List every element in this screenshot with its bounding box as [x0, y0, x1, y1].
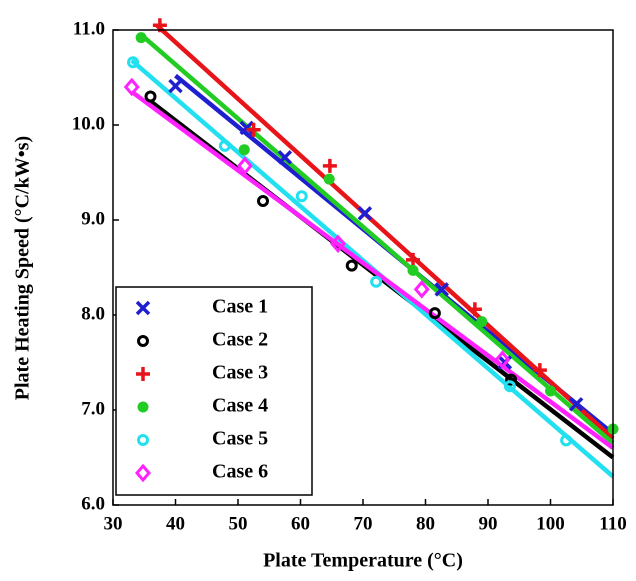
- legend: Case 1 Case 2 Case 3 Case 4 Case 5 Case 6: [115, 286, 313, 496]
- point: [257, 195, 269, 207]
- x-tick-label: 100: [536, 513, 565, 534]
- point: [434, 282, 449, 297]
- legend-box: [115, 286, 313, 496]
- y-tick-label: 11.0: [73, 18, 105, 39]
- x-axis-label: Plate Temperature (°C): [263, 550, 463, 572]
- legend-label: Case 4: [212, 395, 268, 417]
- point: [428, 307, 441, 320]
- point: [503, 380, 516, 393]
- x-tick-label: 90: [479, 513, 498, 534]
- point: [345, 259, 358, 272]
- point: [127, 56, 139, 69]
- x-tick-label: 40: [166, 513, 185, 534]
- legend-label: Case 5: [212, 428, 268, 450]
- x-tick-label: 30: [104, 513, 123, 534]
- point: [236, 156, 253, 176]
- point: [476, 316, 488, 328]
- fit-line: [139, 33, 615, 445]
- legend-marker: [136, 367, 150, 381]
- point: [545, 385, 556, 397]
- y-tick-label: 8.0: [81, 303, 105, 324]
- x-tick-label: 60: [291, 513, 310, 534]
- x-tick-label: 80: [416, 513, 435, 534]
- point: [123, 77, 140, 97]
- point: [168, 78, 183, 94]
- point: [238, 144, 250, 156]
- legend-label: Case 6: [212, 461, 268, 483]
- point: [135, 32, 147, 44]
- legend-marker: [137, 434, 149, 446]
- point: [560, 434, 573, 447]
- x-tick-label: 70: [354, 513, 373, 534]
- point: [494, 350, 511, 369]
- point: [246, 122, 261, 137]
- point: [295, 190, 308, 203]
- point: [239, 120, 254, 136]
- point: [406, 252, 420, 267]
- point: [322, 158, 337, 173]
- fit-line: [130, 89, 615, 450]
- legend-label: Case 3: [212, 362, 268, 384]
- point: [505, 373, 518, 386]
- point: [413, 280, 430, 299]
- point: [218, 139, 231, 152]
- legend-label: Case 1: [212, 296, 268, 318]
- point: [144, 90, 157, 103]
- legend-marker: [137, 335, 149, 347]
- point: [467, 302, 482, 317]
- x-tick-label: 50: [229, 513, 248, 534]
- y-tick-label: 7.0: [81, 398, 105, 419]
- legend-marker: [135, 300, 151, 316]
- point: [370, 275, 383, 288]
- point: [532, 363, 547, 378]
- point: [407, 264, 419, 276]
- point: [330, 234, 346, 254]
- point: [568, 397, 584, 412]
- point: [277, 150, 293, 165]
- legend-marker: [135, 463, 151, 483]
- point: [323, 173, 335, 185]
- y-tick-label: 6.0: [81, 493, 105, 514]
- y-tick-label: 10.0: [72, 113, 105, 134]
- point: [357, 206, 373, 221]
- legend-marker: [137, 401, 149, 413]
- plot-frame: [112, 29, 614, 506]
- x-tick-label: 110: [599, 513, 626, 534]
- y-tick-label: 9.0: [81, 208, 105, 229]
- y-axis-label: Plate Heating Speed (°C/kW•s): [12, 136, 34, 400]
- legend-label: Case 2: [212, 329, 268, 351]
